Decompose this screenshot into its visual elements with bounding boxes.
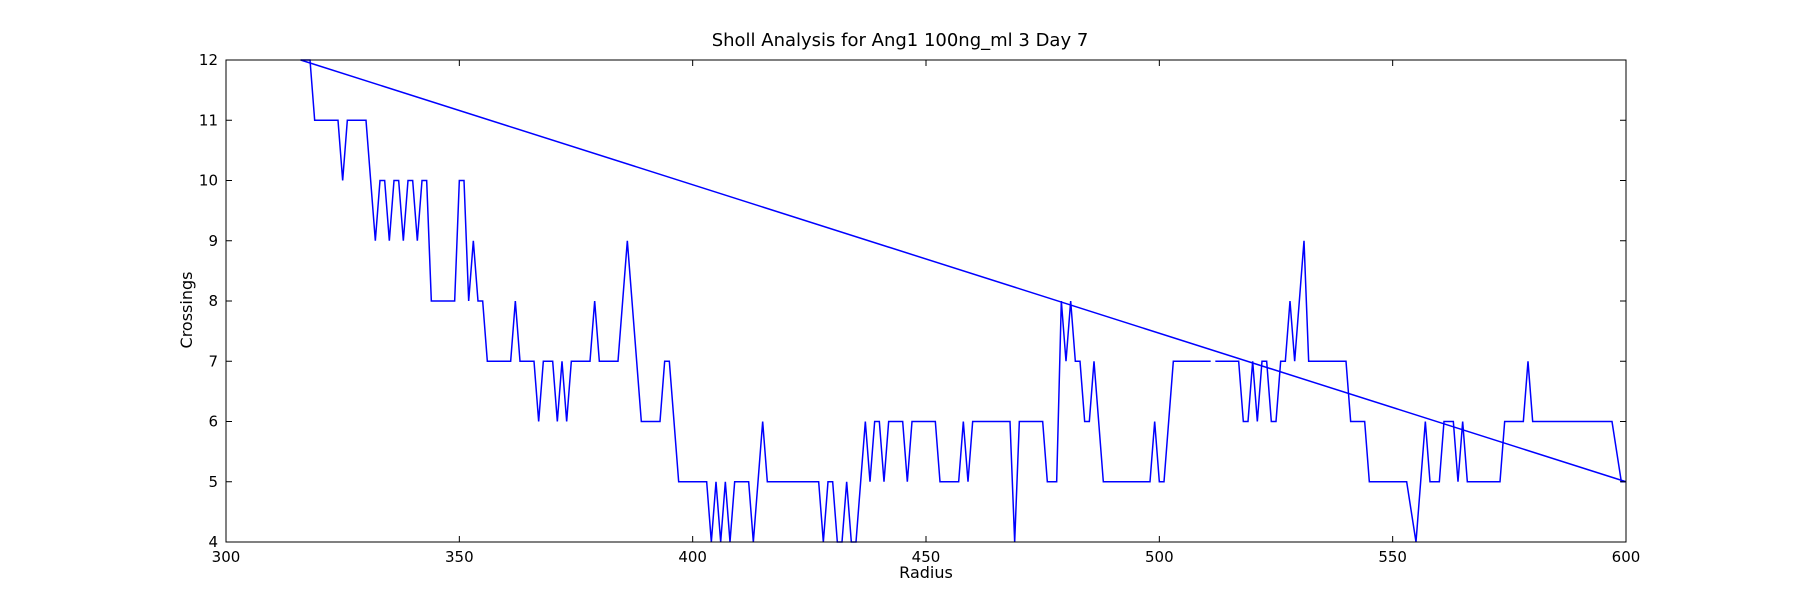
chart-title: Sholl Analysis for Ang1 100ng_ml 3 Day 7 [712,30,1089,51]
x-tick-label: 300 [212,548,241,566]
x-tick-label: 550 [1378,548,1407,566]
y-tick-label: 7 [208,352,218,370]
x-tick-label: 450 [912,548,941,566]
y-tick-label: 4 [208,533,218,551]
y-tick-label: 10 [199,172,218,190]
y-tick-label: 9 [208,232,218,250]
x-axis-label: Radius [899,563,953,582]
y-tick-label: 12 [199,51,218,69]
x-axis: 300 350 400 450 500 550 600 [212,60,1641,566]
x-tick-label: 400 [678,548,707,566]
y-tick-label: 11 [199,111,218,129]
y-axis-label: Crossings [177,272,196,349]
x-tick-label: 350 [445,548,474,566]
y-tick-label: 8 [208,292,218,310]
x-tick-label: 600 [1612,548,1641,566]
series-line-3 [300,59,1627,483]
y-axis: 4 5 6 7 8 9 10 11 12 [199,51,1626,551]
series-layer [300,59,1627,543]
x-tick-label: 500 [1145,548,1174,566]
series-line-1 [300,59,1211,543]
y-tick-label: 5 [208,473,218,491]
series-line-2 [1215,240,1626,543]
y-tick-label: 6 [208,413,218,431]
